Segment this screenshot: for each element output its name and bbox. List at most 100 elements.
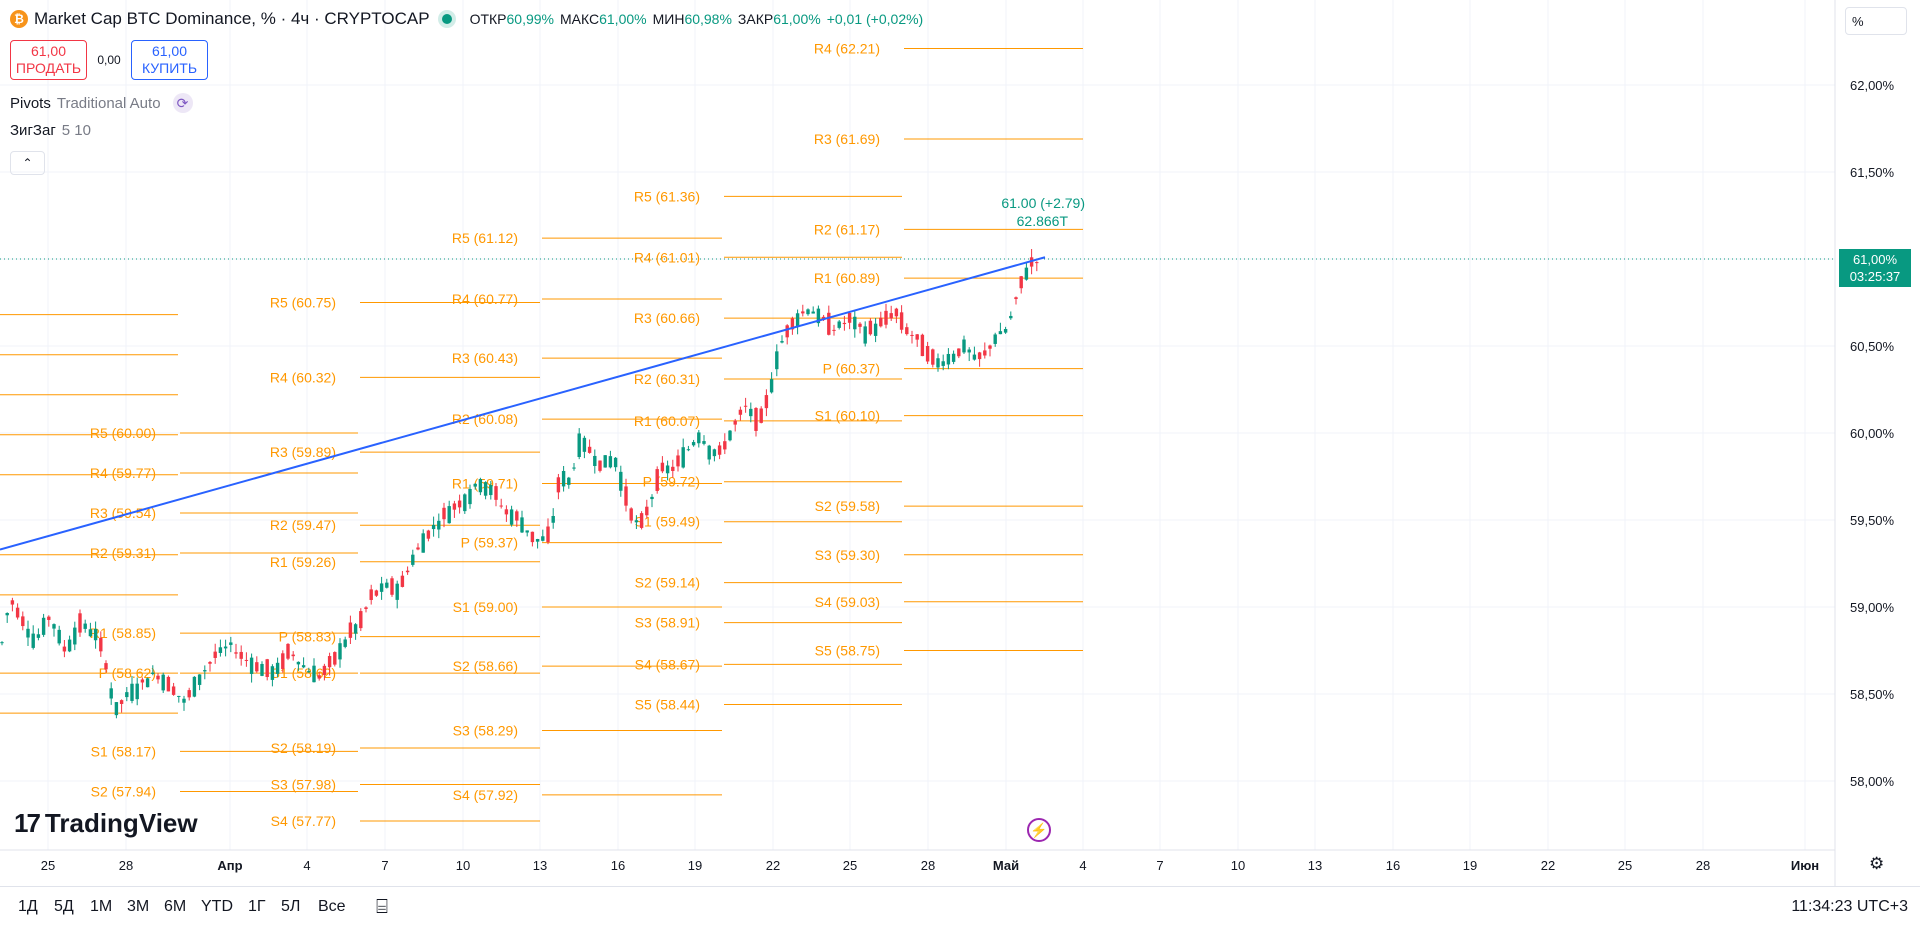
candle-body xyxy=(15,607,20,618)
indicator-pivots[interactable]: Pivots Traditional Auto ⟳ xyxy=(10,93,193,113)
candle-body xyxy=(603,455,607,468)
candle-body xyxy=(281,653,285,669)
collapse-legend-button[interactable]: ⌃ xyxy=(10,151,45,175)
price-axis-label: 59,50% xyxy=(1850,513,1895,528)
pivot-label: R2 (61.17) xyxy=(814,221,880,237)
pivot-label: S5 (58.75) xyxy=(815,643,880,659)
candle-body xyxy=(894,308,899,317)
tradingview-logo[interactable]: 17 TradingView xyxy=(14,808,198,839)
candle-body xyxy=(99,637,103,652)
candle-body xyxy=(57,629,61,644)
candle-body xyxy=(478,479,483,493)
candle-body xyxy=(868,320,873,335)
range-1d-button[interactable]: 1Д xyxy=(18,898,38,915)
pivot-label: P (60.37) xyxy=(823,361,880,377)
trendline-segment xyxy=(0,256,1046,551)
candle-body xyxy=(769,379,774,393)
candle-body xyxy=(426,530,431,539)
range-1m-button[interactable]: 1М xyxy=(90,898,113,915)
pivots-name: Pivots xyxy=(10,94,51,112)
symbol-title[interactable]: Market Cap BTC Dominance, % · 4ч · CRYPT… xyxy=(34,9,430,28)
range-all-button[interactable]: Все xyxy=(318,898,346,915)
candle-body xyxy=(156,675,160,680)
settings-gear-icon[interactable]: ⚙ xyxy=(1869,854,1885,873)
candle-body xyxy=(655,469,659,491)
pivot-label: R5 (61.12) xyxy=(452,230,518,246)
pivot-label: S2 (58.66) xyxy=(453,658,518,674)
pivot-label: R5 (61.36) xyxy=(634,188,700,204)
candle-body xyxy=(598,460,602,471)
candle-body xyxy=(946,353,951,365)
candle-body xyxy=(931,349,935,365)
candle-body xyxy=(645,506,649,516)
range-ytd-button[interactable]: YTD xyxy=(201,898,233,915)
candle-body xyxy=(780,341,784,343)
candle-body xyxy=(255,662,259,672)
candle-body xyxy=(463,494,467,512)
price-unit-input[interactable]: % xyxy=(1845,7,1907,35)
pivot-label: R1 (59.26) xyxy=(270,554,336,570)
indicator-zigzag[interactable]: ЗигЗаг 5 10 xyxy=(10,122,91,139)
candle-body xyxy=(691,442,696,446)
candle-body xyxy=(489,484,493,496)
candle-body xyxy=(977,352,982,360)
candle-body xyxy=(624,486,628,506)
candle-body xyxy=(681,447,685,468)
price-chart[interactable]: R5 (60.00) R4 (59.77) R3 (59.54) R2 (59.31)… xyxy=(0,0,1920,886)
candle-body xyxy=(5,613,9,616)
candle-body xyxy=(1024,267,1029,280)
range-5y-button[interactable]: 5Л xyxy=(281,898,301,915)
candle-body xyxy=(613,457,618,468)
sync-icon[interactable]: ⟳ xyxy=(172,93,193,113)
range-6m-button[interactable]: 6М xyxy=(164,898,187,915)
candle-body xyxy=(104,663,108,670)
candle-body xyxy=(515,511,519,521)
symbol-header: ₿ Market Cap BTC Dominance, % · 4ч · CRY… xyxy=(10,9,923,29)
candle-body xyxy=(775,351,779,370)
candle-body xyxy=(858,323,862,327)
candle-body xyxy=(873,323,878,336)
buy-price: 61,00 xyxy=(151,43,188,59)
candle-body xyxy=(738,409,743,415)
range-1y-button[interactable]: 1Г xyxy=(248,898,266,915)
range-5d-button[interactable]: 5Д xyxy=(54,898,74,915)
trendline xyxy=(0,256,1046,551)
candle-body xyxy=(925,345,930,362)
zigzag-params: 5 10 xyxy=(61,122,91,139)
candle-body xyxy=(816,308,821,324)
pivot-label: R4 (60.32) xyxy=(270,369,336,385)
candle-body xyxy=(270,666,275,680)
pivot-label: S5 (58.44) xyxy=(635,696,700,712)
market-status-icon[interactable] xyxy=(441,14,452,24)
bitcoin-icon[interactable]: ₿ xyxy=(10,10,28,28)
candle-body xyxy=(260,663,264,676)
candle-body xyxy=(556,477,561,493)
clock-readout[interactable]: 11:34:23 UTC+3 xyxy=(1791,898,1908,915)
high-key: МАКС xyxy=(560,11,600,27)
pivot-label: R5 (60.75) xyxy=(270,295,336,311)
candle-body xyxy=(52,624,56,629)
candle-body xyxy=(889,313,893,319)
pivot-label: S3 (59.30) xyxy=(815,547,880,563)
candle-body xyxy=(733,420,737,425)
pivot-label: S4 (57.92) xyxy=(453,787,518,803)
time-axis-label: 19 xyxy=(688,858,702,873)
candle-body xyxy=(1019,276,1023,289)
range-3m-button[interactable]: 3М xyxy=(127,898,150,915)
candle-body xyxy=(296,661,301,665)
close-value: 61,00% xyxy=(773,11,821,27)
pivot-label: S2 (59.14) xyxy=(635,575,700,591)
high-value: 61,00% xyxy=(599,11,647,27)
sell-button[interactable]: 61,00 ПРОДАТЬ xyxy=(10,40,87,80)
candle-body xyxy=(988,345,992,349)
candle-body xyxy=(364,607,368,609)
lightning-icon[interactable]: ⚡ xyxy=(1027,818,1051,842)
candle-body xyxy=(145,678,150,688)
price-axis-label: 60,00% xyxy=(1850,426,1895,441)
buy-button[interactable]: 61,00 КУПИТЬ xyxy=(131,40,208,80)
calendar-range-icon[interactable]: ⌸ xyxy=(376,896,388,918)
pivot-label: S2 (59.58) xyxy=(815,498,880,514)
candle-body xyxy=(920,334,925,357)
candle-body xyxy=(582,437,587,452)
pivot-label: S3 (57.98) xyxy=(271,776,336,792)
